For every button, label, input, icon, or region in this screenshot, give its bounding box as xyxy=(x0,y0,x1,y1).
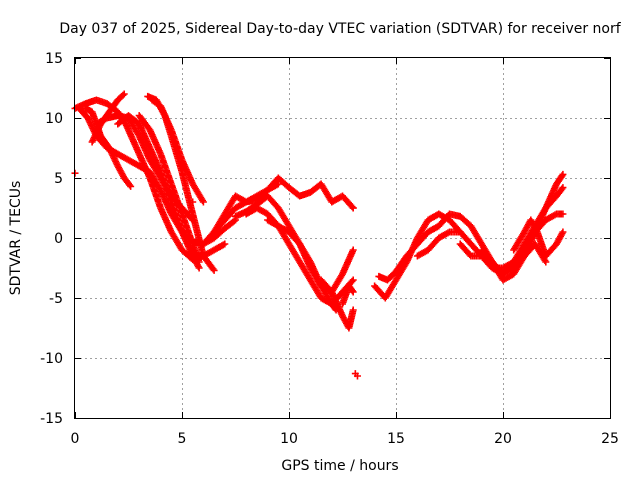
data-point xyxy=(349,288,357,296)
series-track-7 xyxy=(135,112,203,266)
y-axis-label: SDTVAR / TECUs xyxy=(8,181,24,296)
series-track-22 xyxy=(510,216,567,260)
data-point xyxy=(559,184,567,192)
data-point xyxy=(127,182,135,190)
data-point xyxy=(230,217,238,225)
chart-title: Day 037 of 2025, Sidereal Day-to-day VTE… xyxy=(59,21,621,37)
data-point xyxy=(559,210,567,218)
data-point xyxy=(210,266,218,274)
data-point xyxy=(349,276,357,284)
data-point xyxy=(209,265,217,273)
data-point xyxy=(194,263,202,270)
y-tick-label: -5 xyxy=(49,291,63,307)
x-tick-label: 25 xyxy=(601,431,619,447)
data-point xyxy=(219,241,227,249)
x-tick-label: 15 xyxy=(387,431,405,447)
data-point xyxy=(189,198,197,206)
data-point xyxy=(558,185,566,193)
data-point xyxy=(348,277,356,285)
data-point xyxy=(348,287,356,295)
data-point xyxy=(199,197,207,204)
data-point xyxy=(349,204,357,212)
data-point xyxy=(221,240,229,248)
data-series-layer xyxy=(71,90,567,380)
data-point xyxy=(558,172,566,180)
series-track-9 xyxy=(148,96,207,206)
data-point xyxy=(559,170,567,178)
data-point xyxy=(195,264,203,272)
series-track-3 xyxy=(82,104,135,190)
y-tick-label: 15 xyxy=(45,51,63,67)
y-tick-label: 5 xyxy=(54,171,63,187)
data-point xyxy=(349,246,357,254)
series-track-15 xyxy=(317,276,357,332)
data-point xyxy=(119,91,127,99)
x-tick-label: 0 xyxy=(71,431,80,447)
x-tick-label: 5 xyxy=(178,431,187,447)
data-point xyxy=(195,258,203,266)
x-tick-label: 10 xyxy=(280,431,298,447)
data-point xyxy=(551,211,559,219)
data-point xyxy=(120,90,128,98)
y-tick-label: -15 xyxy=(40,411,63,427)
series-track-11 xyxy=(210,174,357,236)
data-point xyxy=(199,198,207,206)
data-point xyxy=(559,228,567,236)
series-track-16 xyxy=(339,282,357,308)
data-point xyxy=(542,258,550,266)
data-point xyxy=(351,370,359,378)
y-tick-label: 10 xyxy=(45,111,63,127)
data-point xyxy=(558,230,566,237)
data-point xyxy=(349,306,357,314)
plot-frame xyxy=(74,57,611,419)
data-point xyxy=(126,181,134,189)
tick-labels: 0 5 10 15 20 25 -15 -10 -5 0 5 10 15 xyxy=(40,51,619,447)
data-point xyxy=(541,257,549,264)
data-point xyxy=(444,229,452,237)
x-axis-label: GPS time / hours xyxy=(281,458,398,474)
y-tick-label: -10 xyxy=(40,351,63,367)
y-tick-label: 0 xyxy=(54,231,63,247)
x-tick-label: 20 xyxy=(494,431,512,447)
data-point xyxy=(348,203,356,211)
